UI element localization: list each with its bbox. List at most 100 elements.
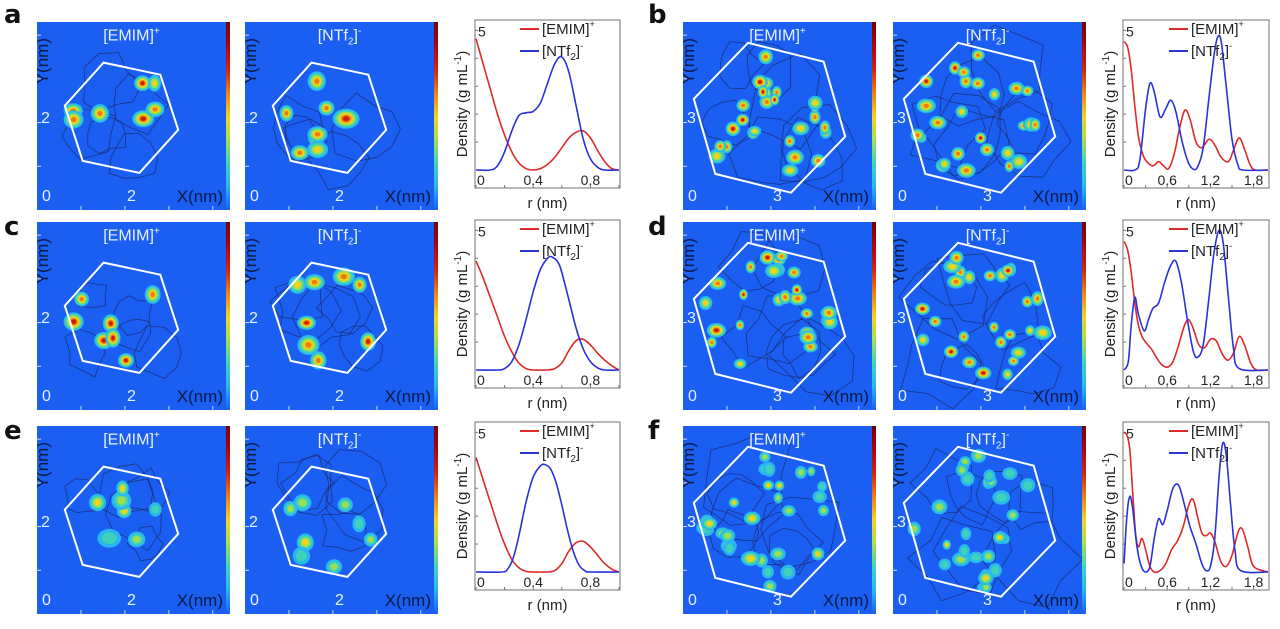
density-hotspot: [283, 500, 298, 517]
hexagon-boundary: [63, 61, 180, 174]
map-title-text: [EMIM]: [749, 431, 800, 449]
density-map-plot: [893, 438, 1082, 614]
density-hotspot: [975, 366, 992, 380]
contour-outline: [133, 325, 182, 379]
map-x-origin-label: 0: [42, 592, 51, 609]
density-hotspot: [725, 121, 741, 137]
x-tick-label: 0.4: [523, 172, 543, 188]
x-tick-label: 0.6: [1157, 172, 1177, 188]
density-hotspot: [304, 274, 325, 291]
contour-outline: [768, 527, 816, 576]
density-hotspot: [701, 517, 718, 530]
x-tick-label: 1.2: [1201, 172, 1221, 188]
x-tick-label: 1.8: [1244, 172, 1264, 188]
density-map-plot: [37, 438, 214, 614]
density-profile-chart: 5 0 0.4 0.8 r (nm) Density (g mL-1) [EMIM]+ [NT…: [435, 219, 624, 418]
density-hotspot: [745, 260, 756, 274]
density-hotspot: [762, 480, 774, 491]
density-hotspot: [293, 494, 312, 512]
map-title-subscript: 2: [347, 236, 354, 248]
density-map-plot: [37, 234, 214, 410]
map-y-axis-label: Y(nm): [683, 38, 698, 85]
density-hotspot: [812, 490, 827, 504]
panel-letter: e: [4, 416, 22, 446]
y-axis-label-close: ): [1102, 51, 1119, 56]
x-tick-label: 1.8: [1244, 574, 1264, 590]
density-hotspot: [752, 74, 768, 90]
y-axis-label-exponent: -1: [453, 457, 464, 466]
density-hotspot: [292, 546, 311, 565]
density-hotspot: [1010, 346, 1026, 359]
map-title: [NTf2]-: [245, 226, 434, 248]
density-hotspot: [337, 497, 353, 513]
map-title: [EMIM]+: [683, 430, 872, 449]
density-hotspot: [325, 559, 343, 575]
map-x-axis-label: X(nm): [384, 591, 431, 610]
hexagon-boundary: [271, 465, 388, 578]
y-axis-label: Density (g mL-1): [1101, 251, 1119, 357]
contour-outline: [99, 463, 154, 518]
density-hotspot: [916, 98, 936, 114]
legend-entry: [NTf2]-: [1169, 41, 1232, 63]
density-hotspot: [975, 132, 987, 144]
density-hotspot: [787, 266, 801, 279]
y-axis-label: Density (g mL-1): [453, 51, 471, 157]
hexagon-boundary: [692, 41, 847, 194]
density-hotspot: [1033, 325, 1052, 340]
density-hotspot: [949, 250, 964, 265]
density-hotspot: [723, 541, 736, 556]
contour-outline: [321, 510, 367, 552]
density-map: [EMIM]+ Y(nm) 3 0 3 X(nm): [683, 222, 872, 410]
density-hotspot: [955, 463, 968, 477]
panel-letter: f: [648, 416, 660, 446]
colorbar: [434, 426, 438, 614]
density-profile-chart: 5 0 0.6 1.2 1.8 r (nm) Density (g mL-1) [EMIM]+…: [1083, 421, 1273, 620]
density-hotspot: [988, 563, 1002, 578]
x-axis-label: r (nm): [1176, 395, 1216, 412]
contour-outline: [939, 56, 1005, 127]
colorbar: [434, 22, 438, 210]
y-axis-label-exponent: -1: [1101, 55, 1112, 64]
map-y-axis-label: Y(nm): [37, 442, 52, 489]
legend-label: [NTf2]-: [542, 41, 583, 63]
hexagon-boundary: [271, 261, 388, 374]
map-title-tail: ]: [1001, 431, 1006, 449]
density-hotspot: [819, 120, 831, 135]
map-y-tick-label: 2: [249, 310, 258, 328]
hexagon-boundary: [902, 41, 1057, 194]
y-axis-label: Density (g mL-1): [1101, 453, 1119, 559]
density-hotspot: [800, 308, 813, 319]
hexagon-boundary: [692, 445, 847, 598]
density-hotspot: [770, 93, 780, 106]
map-title-text: [NTf: [317, 431, 348, 449]
x-axis-label: r (nm): [528, 597, 568, 614]
map-title-text: [EMIM]: [749, 27, 800, 45]
legend-entry: [EMIM]+: [1169, 19, 1244, 38]
density-hotspot: [773, 492, 783, 504]
map-y-axis-label: Y(nm): [683, 442, 698, 489]
density-map: [NTf2]- Y(nm) 3 0 3 X(nm): [893, 222, 1082, 410]
map-title-tail: ]: [353, 227, 358, 245]
density-hotspot: [931, 499, 948, 515]
x-tick-label: 0.8: [581, 172, 601, 188]
map-title: [EMIM]+: [37, 226, 226, 245]
x-tick-label: 0: [477, 172, 485, 188]
x-tick-label: 1.2: [1201, 574, 1221, 590]
density-profile-chart: 5 0 0.6 1.2 1.8 r (nm) Density (g mL-1) [EMIM]+…: [1083, 219, 1273, 418]
ntf2-density-line: [1123, 229, 1269, 372]
density-hotspot: [111, 491, 132, 510]
map-title: [NTf2]-: [893, 226, 1082, 248]
map-title-superscript: -: [357, 26, 362, 37]
density-hotspot: [944, 345, 959, 358]
density-hotspot: [1021, 295, 1033, 308]
density-map-plot: [245, 438, 422, 614]
density-hotspot: [132, 110, 155, 128]
colorbar: [872, 426, 876, 614]
density-hotspot: [1001, 264, 1015, 277]
map-x-axis-label: X(nm): [822, 591, 869, 610]
y-axis-label-exponent: -1: [453, 55, 464, 64]
contour-outline: [900, 317, 982, 410]
map-x-tick-label: 3: [983, 592, 992, 609]
colorbar: [872, 222, 876, 410]
density-hotspot: [332, 108, 360, 129]
